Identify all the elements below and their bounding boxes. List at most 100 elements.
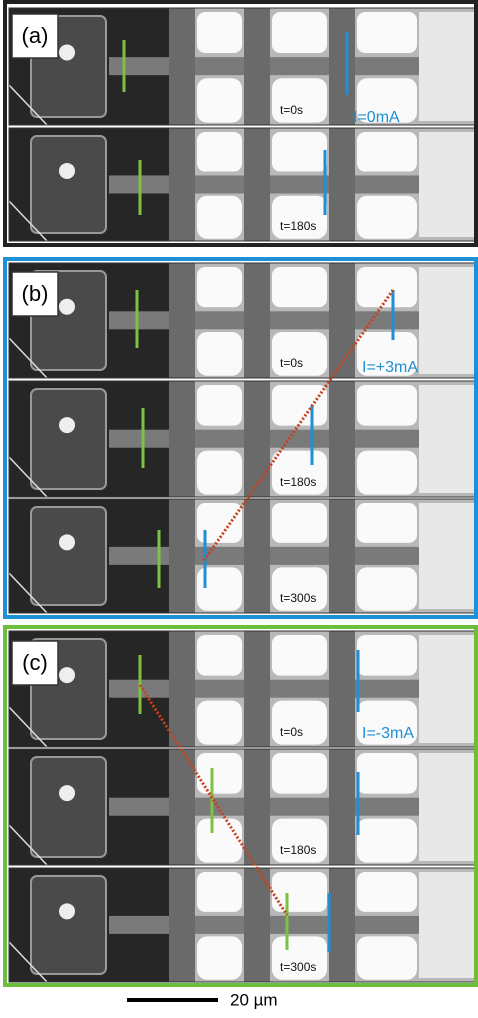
vertical-lead [329, 749, 355, 865]
vertical-lead [244, 128, 270, 241]
spot [59, 667, 75, 683]
pad-white [197, 132, 242, 172]
time-label: t=180s [280, 219, 316, 233]
pad-white [419, 12, 474, 121]
pad-white [197, 635, 242, 676]
vertical-lead [169, 8, 195, 125]
pad-white [357, 567, 417, 610]
pad-white [197, 819, 242, 863]
pad-white [272, 503, 327, 543]
pad-white [357, 385, 417, 426]
time-label: t=0s [280, 356, 303, 370]
pad-white [357, 267, 417, 307]
spot [59, 163, 75, 179]
pad-white [357, 503, 417, 543]
pad-white [419, 267, 474, 374]
pad-white [357, 12, 417, 53]
vertical-lead [169, 128, 195, 241]
vertical-lead [169, 381, 195, 497]
pad-white [197, 78, 242, 122]
pad-white [197, 936, 242, 979]
pad-white [197, 701, 242, 745]
time-label: t=0s [280, 725, 303, 739]
pad-white [197, 12, 242, 53]
pad-white [272, 753, 327, 794]
panel-label: (c) [22, 650, 48, 675]
contact [31, 389, 106, 489]
vertical-lead [244, 631, 270, 747]
time-label: t=0s [280, 103, 303, 117]
pad-white [357, 819, 417, 863]
pad-white [272, 267, 327, 307]
time-label: t=180s [280, 843, 316, 857]
spot [59, 785, 75, 801]
scale-bar-label: 20 µm [230, 990, 278, 1009]
pad-white [197, 451, 242, 495]
pad-white [357, 872, 417, 912]
channel [109, 311, 466, 329]
contact [31, 876, 106, 974]
micrograph-frame [9, 499, 476, 613]
panel-label: (b) [22, 281, 49, 306]
time-label: t=180s [280, 475, 316, 489]
time-label: t=300s [280, 960, 316, 974]
channel [109, 680, 466, 698]
spot [59, 417, 75, 433]
contact [31, 757, 106, 857]
vertical-lead [244, 868, 270, 982]
vertical-lead [329, 499, 355, 613]
pad-white [357, 196, 417, 239]
panel-label: (a) [22, 23, 49, 48]
vertical-lead [169, 499, 195, 613]
pad-white [197, 332, 242, 376]
pad-white [197, 385, 242, 426]
pad-white [419, 385, 474, 493]
vertical-lead [329, 128, 355, 241]
micrograph-frame [9, 8, 476, 125]
vertical-lead [244, 499, 270, 613]
channel [109, 57, 466, 75]
channel [109, 798, 466, 816]
vertical-lead [329, 868, 355, 982]
spot [59, 44, 75, 60]
micrograph-frame [9, 868, 476, 982]
pad-white [197, 872, 242, 912]
pad-white [357, 753, 417, 794]
vertical-lead [244, 749, 270, 865]
pad-white [419, 503, 474, 609]
pad-white [419, 132, 474, 237]
pad-white [357, 635, 417, 676]
channel [109, 547, 466, 565]
pad-white [357, 936, 417, 979]
time-label: t=300s [280, 591, 316, 605]
micrograph-frame [9, 128, 476, 241]
pad-white [197, 196, 242, 239]
pad-white [419, 872, 474, 978]
vertical-lead [244, 381, 270, 497]
pad-white [197, 267, 242, 307]
contact [31, 136, 106, 233]
vertical-lead [169, 868, 195, 982]
vertical-lead [329, 8, 355, 125]
pad-white [419, 753, 474, 861]
pad-white [357, 451, 417, 495]
vertical-lead [169, 631, 195, 747]
pad-white [419, 635, 474, 743]
pad-white [272, 385, 327, 426]
micrograph-frame [9, 381, 476, 497]
figure: 20 µm t=0s t=180s (a) I=0mA t=0s t=180s t=300s… [0, 0, 478, 1018]
pad-white [357, 132, 417, 172]
channel [109, 175, 466, 193]
current-label: I=+3mA [362, 359, 418, 376]
vertical-lead [329, 263, 355, 378]
pad-white [272, 12, 327, 53]
current-label: I=-3mA [362, 725, 414, 742]
vertical-lead [244, 8, 270, 125]
vertical-lead [244, 263, 270, 378]
current-label: I=0mA [353, 109, 400, 126]
vertical-lead [169, 263, 195, 378]
spot [59, 903, 75, 919]
vertical-lead [329, 631, 355, 747]
channel [109, 430, 466, 448]
spot [59, 299, 75, 315]
